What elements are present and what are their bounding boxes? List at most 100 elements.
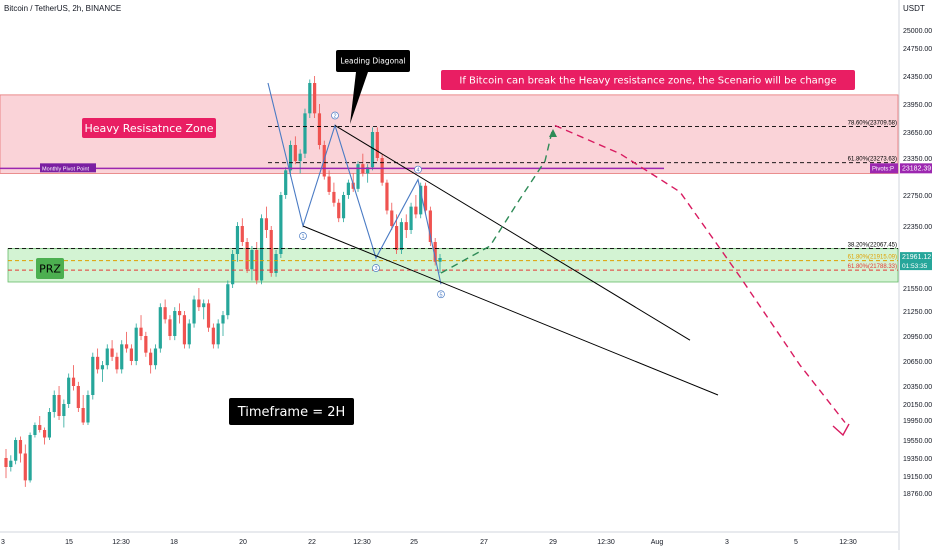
candle[interactable] [356, 161, 360, 192]
candle[interactable] [197, 288, 201, 311]
lower-trendline[interactable] [302, 225, 719, 396]
candle[interactable] [250, 246, 254, 281]
candle[interactable] [67, 373, 71, 409]
candle[interactable] [110, 340, 114, 361]
candle[interactable] [124, 331, 129, 353]
candle[interactable] [284, 167, 288, 199]
candle[interactable] [366, 164, 370, 183]
candle[interactable] [438, 254, 442, 273]
candle[interactable] [419, 182, 423, 219]
heavy-zone-label[interactable]: Heavy Resisatnce Zone [82, 118, 216, 138]
candle[interactable] [370, 127, 375, 171]
time-axis[interactable]: 3 15 12:30 18 20 22 12:30 25 27 29 12:30 Aug 3 5 12:30 [0, 531, 898, 546]
leading-diagonal-label[interactable]: Leading Diagonal [336, 50, 410, 72]
candle[interactable] [264, 206, 268, 238]
candle[interactable] [149, 348, 153, 374]
candle[interactable] [42, 427, 47, 445]
upper-trendline[interactable] [334, 125, 691, 341]
prz-label[interactable]: PRZ [36, 258, 64, 279]
candle[interactable] [380, 153, 384, 186]
candle[interactable] [409, 202, 413, 234]
candle[interactable] [52, 390, 56, 418]
candle[interactable] [395, 214, 399, 254]
elliott-wave-path[interactable] [267, 82, 442, 285]
candle[interactable] [192, 295, 196, 328]
candle[interactable] [18, 436, 23, 463]
candle[interactable] [308, 79, 312, 119]
candle[interactable] [139, 315, 143, 341]
candle[interactable] [293, 136, 297, 165]
candle[interactable] [163, 299, 167, 324]
bearish-projection-path[interactable] [554, 124, 846, 423]
candle[interactable] [62, 399, 66, 428]
candle[interactable] [81, 395, 85, 425]
candle[interactable] [226, 280, 230, 320]
candle[interactable] [105, 344, 109, 370]
candle[interactable] [129, 344, 133, 366]
candle[interactable] [202, 299, 206, 320]
candle[interactable] [279, 191, 283, 258]
candle[interactable] [91, 352, 95, 400]
candle[interactable] [341, 191, 346, 223]
candle[interactable] [245, 238, 249, 273]
candle[interactable] [216, 319, 220, 349]
candle[interactable] [399, 218, 404, 254]
candle[interactable] [144, 331, 148, 357]
candle[interactable] [47, 408, 51, 440]
candle[interactable] [259, 214, 264, 285]
candle[interactable] [211, 323, 215, 349]
candle[interactable] [274, 250, 278, 277]
candle[interactable] [327, 170, 331, 195]
candle[interactable] [153, 344, 158, 370]
candle[interactable] [375, 127, 379, 162]
candle[interactable] [100, 361, 105, 382]
candle[interactable] [23, 444, 27, 487]
candle[interactable] [86, 390, 90, 426]
candle[interactable] [38, 416, 42, 433]
candle[interactable] [14, 437, 18, 465]
candle[interactable] [269, 226, 273, 277]
bullish-projection-path[interactable] [440, 127, 554, 274]
candle[interactable] [158, 303, 162, 353]
candle[interactable] [303, 108, 307, 158]
candle[interactable] [182, 311, 187, 349]
candle[interactable] [134, 323, 138, 366]
candle[interactable] [428, 206, 432, 246]
candle[interactable] [28, 432, 32, 483]
candle[interactable] [120, 340, 124, 374]
candle[interactable] [168, 315, 172, 341]
candle[interactable] [115, 352, 119, 374]
candle[interactable] [390, 202, 394, 230]
candle[interactable] [231, 250, 235, 288]
candle[interactable] [9, 455, 13, 472]
candle[interactable] [423, 182, 428, 215]
drawings-layer[interactable] [0, 82, 898, 437]
candle[interactable] [221, 311, 225, 336]
candle[interactable] [71, 365, 76, 391]
zone-prz[interactable] [7, 248, 899, 283]
candle[interactable] [313, 76, 317, 118]
candle[interactable] [404, 214, 408, 238]
timeframe-note[interactable]: Timeframe = 2H [229, 398, 354, 425]
candles-layer[interactable] [4, 76, 442, 487]
candle[interactable] [206, 299, 211, 332]
candle[interactable] [414, 195, 418, 219]
candle[interactable] [337, 198, 341, 223]
candle[interactable] [385, 179, 389, 215]
candle[interactable] [96, 348, 100, 374]
candle[interactable] [33, 422, 37, 438]
candle[interactable] [332, 182, 336, 207]
candle[interactable] [57, 386, 61, 420]
candle[interactable] [173, 307, 177, 341]
candle[interactable] [76, 381, 80, 412]
candle[interactable] [187, 319, 191, 349]
candle[interactable] [240, 218, 244, 246]
candle[interactable] [178, 303, 182, 324]
candle[interactable] [288, 140, 293, 177]
candle[interactable] [4, 449, 8, 479]
scenario-note[interactable]: If Bitcoin can break the Heavy resistanc… [441, 70, 855, 90]
candle[interactable] [346, 179, 350, 199]
candle[interactable] [235, 222, 240, 262]
candle[interactable] [298, 149, 302, 174]
